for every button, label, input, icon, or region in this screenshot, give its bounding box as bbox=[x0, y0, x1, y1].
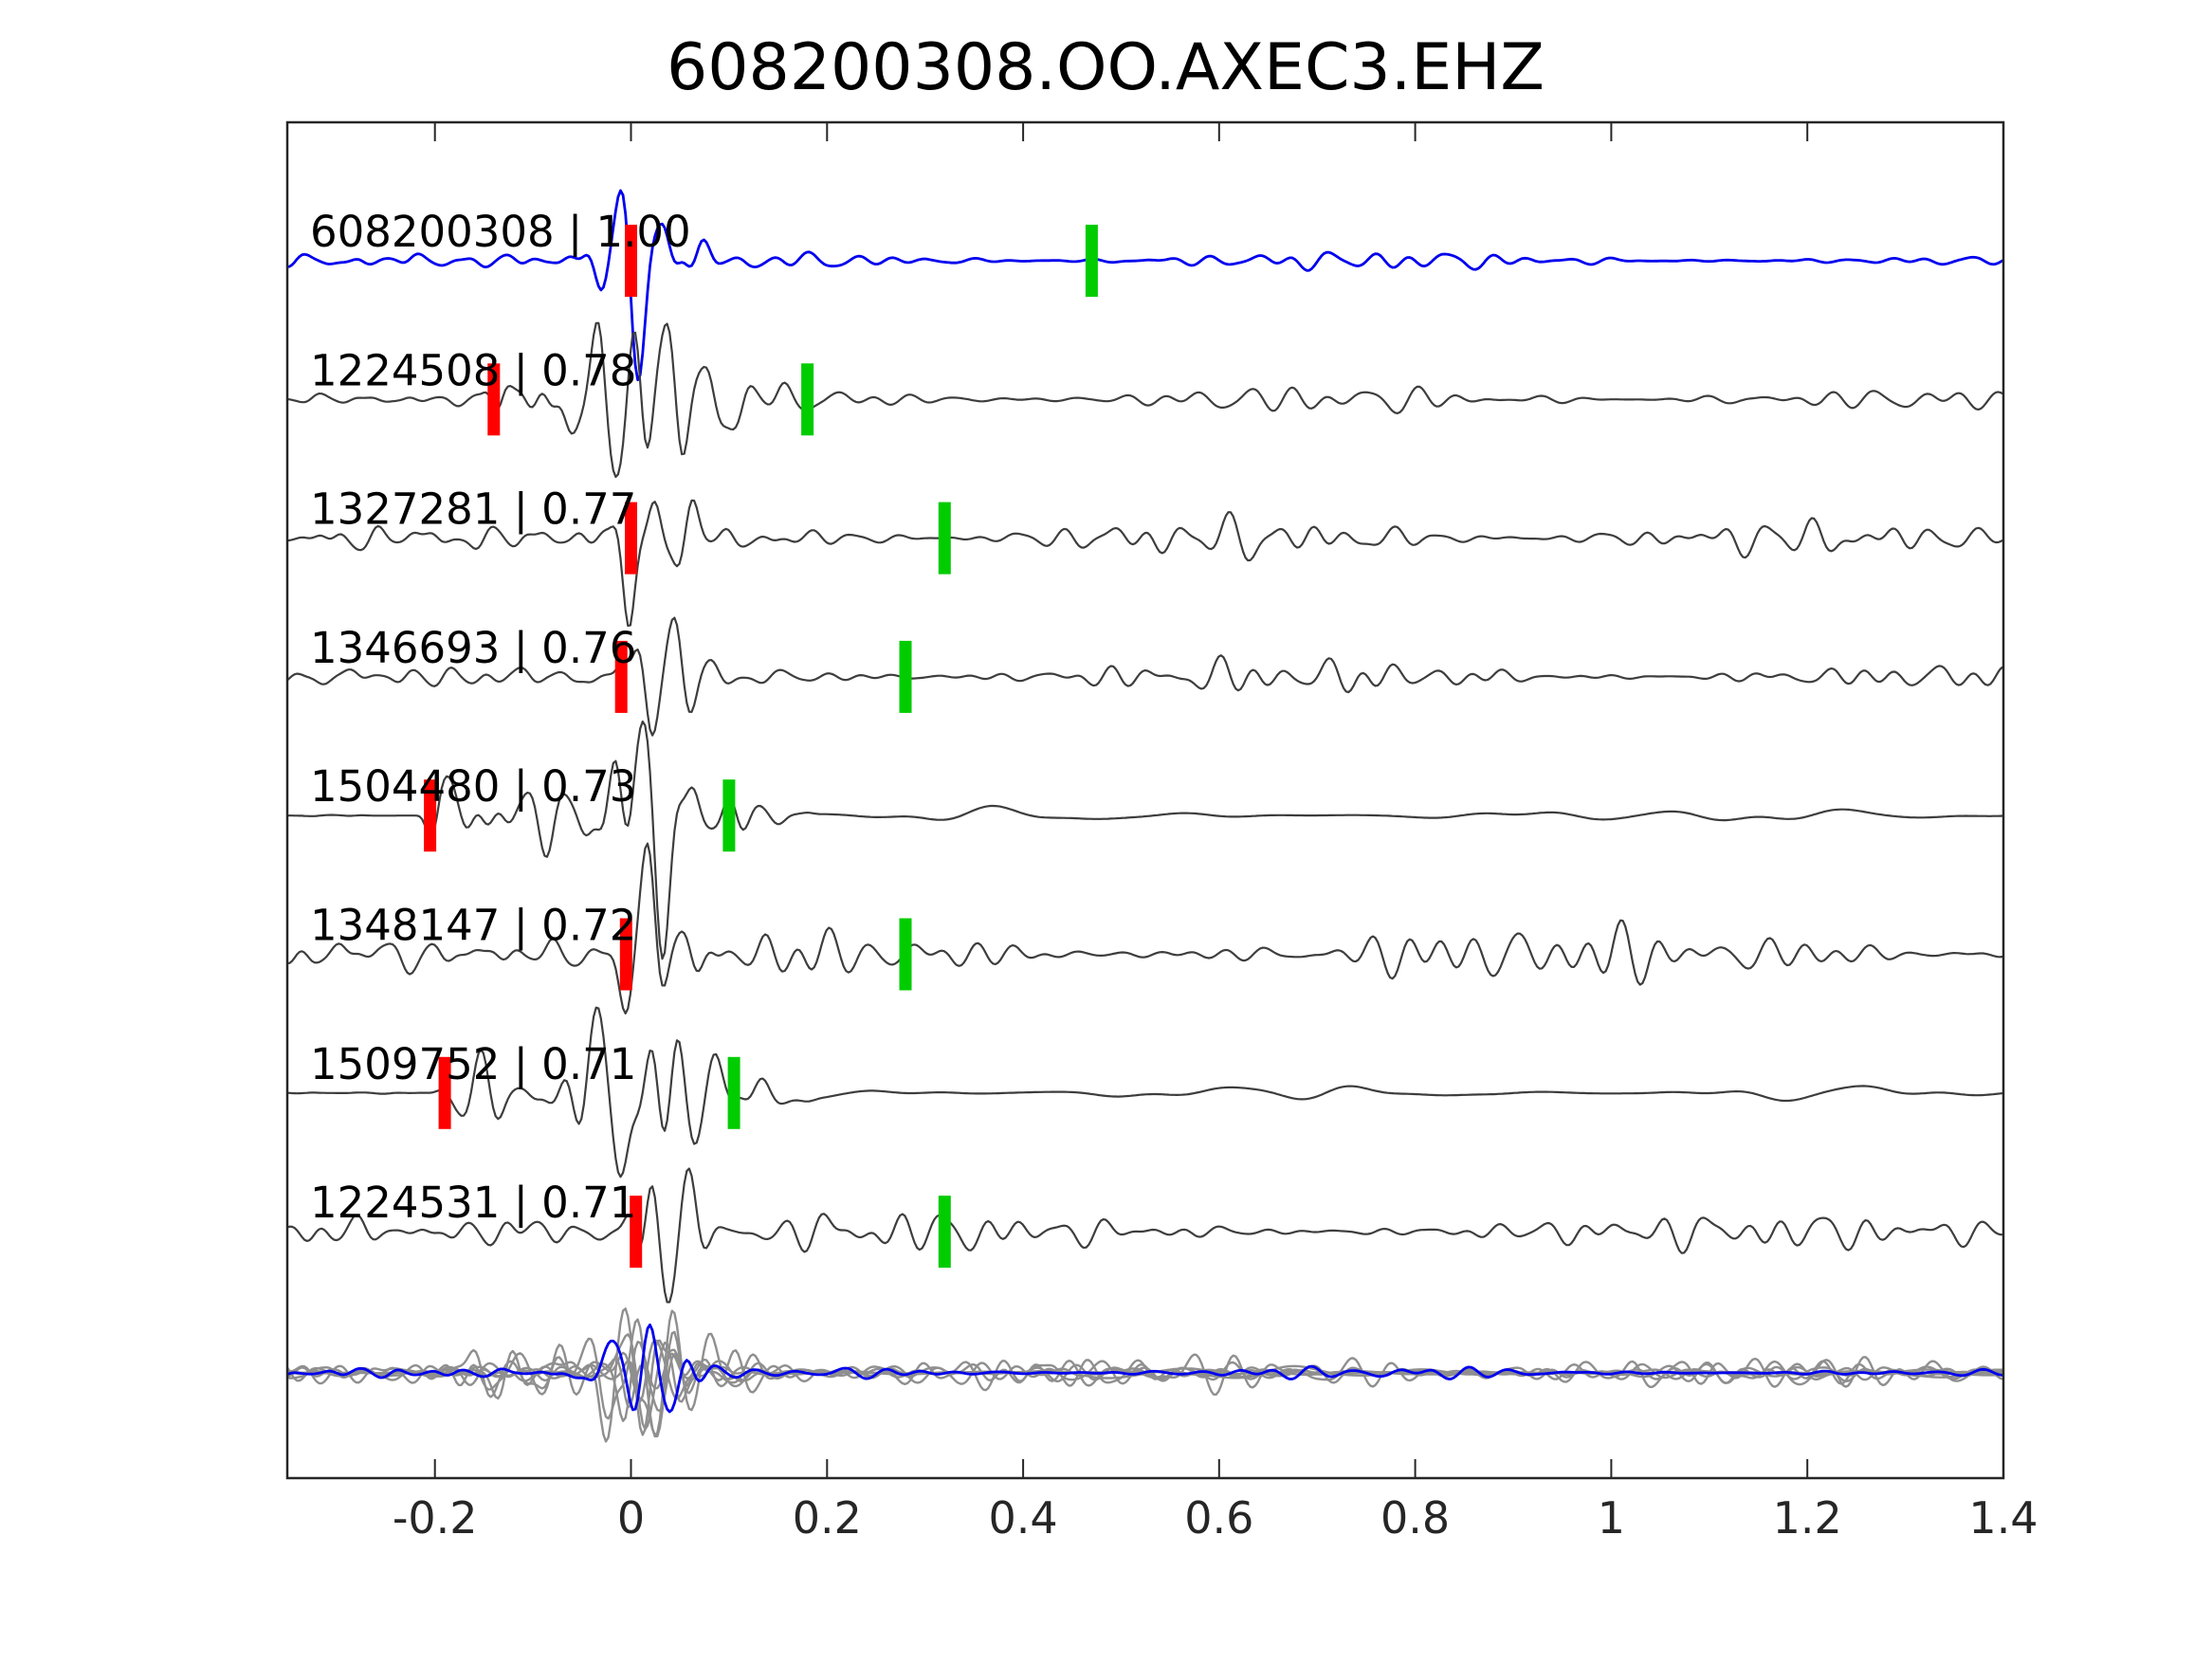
trace-label-1327281: 1327281 | 0.77 bbox=[310, 484, 636, 535]
x-tick-label: 1.2 bbox=[1773, 1492, 1842, 1544]
pick-marker-red-608200308 bbox=[625, 225, 637, 297]
x-tick-label: 0.4 bbox=[989, 1492, 1058, 1544]
waveform-trace-1348147 bbox=[287, 842, 2003, 1014]
waveform-trace-1327281 bbox=[287, 499, 2003, 628]
waveform-trace-1504480 bbox=[287, 720, 2003, 960]
pick-marker-green-1224508 bbox=[801, 363, 814, 436]
overlay-waveform-template bbox=[287, 1323, 2003, 1414]
waveform-trace-1346693 bbox=[287, 616, 2003, 737]
pick-marker-red-1346693 bbox=[614, 640, 628, 713]
x-tick-label: 0 bbox=[617, 1492, 645, 1544]
waveform-trace-1224508 bbox=[287, 321, 2003, 479]
trace-labels-layer: 608200308 | 1.00 1224508 | 0.78 1327281 | … bbox=[310, 207, 691, 1228]
pick-marker-red-1504480 bbox=[424, 779, 437, 852]
x-tick-label: 1.4 bbox=[1968, 1492, 2038, 1544]
pick-marker-red-1224531 bbox=[630, 1196, 643, 1269]
traces-layer bbox=[287, 189, 2003, 1443]
trace-label-608200308: 608200308 | 1.00 bbox=[310, 207, 691, 257]
pick-marker-red-1348147 bbox=[619, 918, 632, 991]
pick-marker-green-1504480 bbox=[722, 779, 736, 852]
trace-label-1348147: 1348147 | 0.72 bbox=[310, 901, 636, 951]
pick-marker-red-1327281 bbox=[625, 502, 637, 575]
waveform-trace-1224531 bbox=[287, 1167, 2003, 1304]
trace-label-1224531: 1224531 | 0.71 bbox=[310, 1178, 636, 1228]
pick-marker-red-1509752 bbox=[438, 1056, 451, 1129]
plot-border bbox=[285, 120, 2005, 1480]
x-tick-label: -0.2 bbox=[393, 1492, 478, 1544]
waveform-trace-608200308 bbox=[287, 189, 2003, 382]
x-tick-label: 0.2 bbox=[793, 1492, 862, 1544]
x-tick-label: 0.8 bbox=[1380, 1492, 1450, 1544]
x-tick-label: 0.6 bbox=[1184, 1492, 1253, 1544]
trace-label-1504480: 1504480 | 0.73 bbox=[310, 761, 636, 812]
pick-marker-green-1346693 bbox=[899, 640, 912, 713]
trace-label-1346693: 1346693 | 0.76 bbox=[310, 623, 636, 673]
axes-layer: -0.2 0 0.2 0.4 0.6 0.8 1 1.2 1.4 bbox=[285, 120, 2038, 1544]
x-tick-label: 1 bbox=[1598, 1492, 1625, 1544]
pick-marker-red-1224508 bbox=[487, 363, 501, 436]
chart-title: 608200308.OO.AXEC3.EHZ bbox=[667, 30, 1545, 105]
pick-marker-green-1224531 bbox=[938, 1196, 951, 1269]
pick-markers-layer bbox=[424, 225, 1098, 1269]
pick-marker-green-608200308 bbox=[1085, 225, 1098, 297]
trace-label-1509752: 1509752 | 0.71 bbox=[310, 1039, 636, 1089]
pick-marker-green-1327281 bbox=[938, 502, 951, 575]
pick-marker-green-1509752 bbox=[727, 1056, 740, 1129]
trace-label-1224508: 1224508 | 0.78 bbox=[310, 345, 636, 395]
pick-marker-green-1348147 bbox=[899, 918, 912, 991]
waveform-trace-1509752 bbox=[287, 1006, 2003, 1179]
